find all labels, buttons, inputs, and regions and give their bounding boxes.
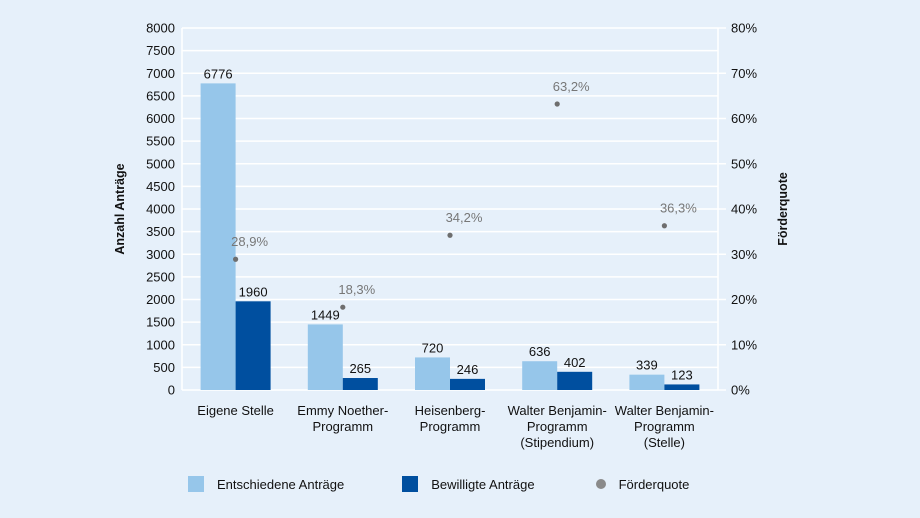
y-tick-label: 500: [153, 360, 175, 375]
legend: Entschiedene Anträge Bewilligte Anträge …: [188, 476, 747, 492]
category-label: Programm: [634, 419, 695, 434]
legend-item-bewilligte: Bewilligte Anträge: [402, 476, 535, 492]
rate-point: [233, 256, 239, 262]
rate-label: 36,3%: [660, 201, 697, 216]
y-tick-label: 7500: [146, 43, 175, 58]
y-tick-label: 4500: [146, 179, 175, 194]
bar-bewilligte: [450, 378, 485, 390]
y-tick-label: 1500: [146, 315, 175, 330]
category-label: Eigene Stelle: [197, 403, 274, 418]
bar-bewilligte: [557, 371, 593, 390]
y2-tick-label: 0%: [731, 383, 750, 398]
y-tick-label: 7000: [146, 66, 175, 81]
bar-value-label: 246: [457, 362, 479, 377]
bar-entschiedene: [522, 361, 558, 390]
y-tick-label: 3000: [146, 247, 175, 262]
y-tick-label: 2500: [146, 269, 175, 284]
legend-label: Bewilligte Anträge: [431, 476, 535, 492]
category-label: Heisenberg-: [415, 403, 486, 418]
category-label: Programm: [312, 419, 373, 434]
category-label: (Stelle): [644, 435, 685, 450]
y-tick-label: 5000: [146, 156, 175, 171]
bar-value-label: 265: [349, 361, 371, 376]
rate-label: 63,2%: [553, 79, 590, 94]
gridlines: [181, 27, 726, 391]
rate-point: [340, 304, 346, 310]
category-label: Programm: [527, 419, 588, 434]
y2-tick-label: 40%: [731, 202, 757, 217]
rate-point: [554, 101, 560, 107]
y-tick-label: 6000: [146, 111, 175, 126]
bar-value-label: 636: [529, 344, 551, 359]
rate-label: 18,3%: [338, 282, 375, 297]
category-label: Emmy Noether-: [297, 403, 388, 418]
y-tick-label: 5500: [146, 134, 175, 149]
y2-tick-label: 50%: [731, 156, 757, 171]
legend-dot-foerderquote: [595, 479, 606, 489]
y2-axis-title: Förderquote: [776, 172, 790, 246]
y2-tick-label: 60%: [731, 111, 757, 126]
y2-tick-label: 30%: [731, 247, 757, 262]
legend-item-entschiedene: Entschiedene Anträge: [188, 476, 344, 492]
bar-bewilligte: [235, 301, 271, 390]
bar-value-label: 123: [671, 367, 693, 382]
category-label: (Stipendium): [520, 435, 594, 450]
y2-tick-label: 80%: [731, 21, 757, 36]
legend-swatch-bewilligte: [402, 476, 419, 492]
y-tick-label: 2000: [146, 292, 175, 307]
bar-value-label: 402: [564, 355, 586, 370]
bar-bewilligte: [342, 378, 378, 390]
x-axis-categories: Eigene Stelle Emmy Noether-ProgrammHeisen…: [197, 403, 714, 450]
y2-tick-label: 20%: [731, 292, 757, 307]
bars: 6776 1960 1449 265 720 246 636 402 339 123: [200, 66, 700, 391]
rate-label: 34,2%: [446, 210, 483, 225]
legend-label: Entschiedene Anträge: [217, 476, 345, 492]
y-tick-label: 8000: [146, 21, 175, 36]
rate-point: [661, 223, 668, 229]
y-tick-label: 3500: [146, 224, 175, 239]
category-label: Programm: [420, 419, 481, 434]
y-tick-label: 1000: [146, 337, 175, 352]
bar-entschiedene: [200, 83, 236, 391]
rate-points: 28,9% 18,3% 34,2% 63,2% 36,3%: [231, 79, 697, 310]
rate-label: 28,9%: [231, 234, 268, 249]
y-axis-right: 0% 10% 20% 30% 40% 50% 60% 70% 80%: [731, 21, 757, 398]
legend-swatch-entschiedene: [188, 476, 204, 492]
bar-value-label: 6776: [204, 66, 233, 81]
bar-value-label: 1960: [239, 284, 268, 299]
y-tick-label: 0: [168, 383, 175, 398]
bar-entschiedene: [629, 374, 665, 390]
bar-entschiedene: [415, 357, 450, 390]
y-axis-title: Anzahl Anträge: [113, 163, 127, 254]
bar-value-label: 339: [636, 358, 658, 373]
y-tick-label: 4000: [146, 202, 175, 217]
category-label: Walter Benjamin-: [508, 403, 607, 418]
category-label: Walter Benjamin-: [615, 403, 714, 418]
y-axis-left: 0 500 1000 1500 2000 2500 3000 3500 4000 4500 5000…: [146, 21, 175, 398]
bar-value-label: 720: [422, 340, 444, 355]
legend-label: Förderquote: [618, 476, 690, 492]
bar-entschiedene: [307, 324, 343, 390]
bar-bewilligte: [664, 384, 700, 390]
bar-value-label: 1449: [311, 307, 340, 322]
y-tick-label: 6500: [146, 88, 175, 103]
rate-point: [447, 232, 453, 238]
legend-item-foerderquote: Förderquote: [593, 476, 690, 492]
y2-tick-label: 10%: [731, 337, 757, 352]
y2-tick-label: 70%: [731, 66, 757, 81]
